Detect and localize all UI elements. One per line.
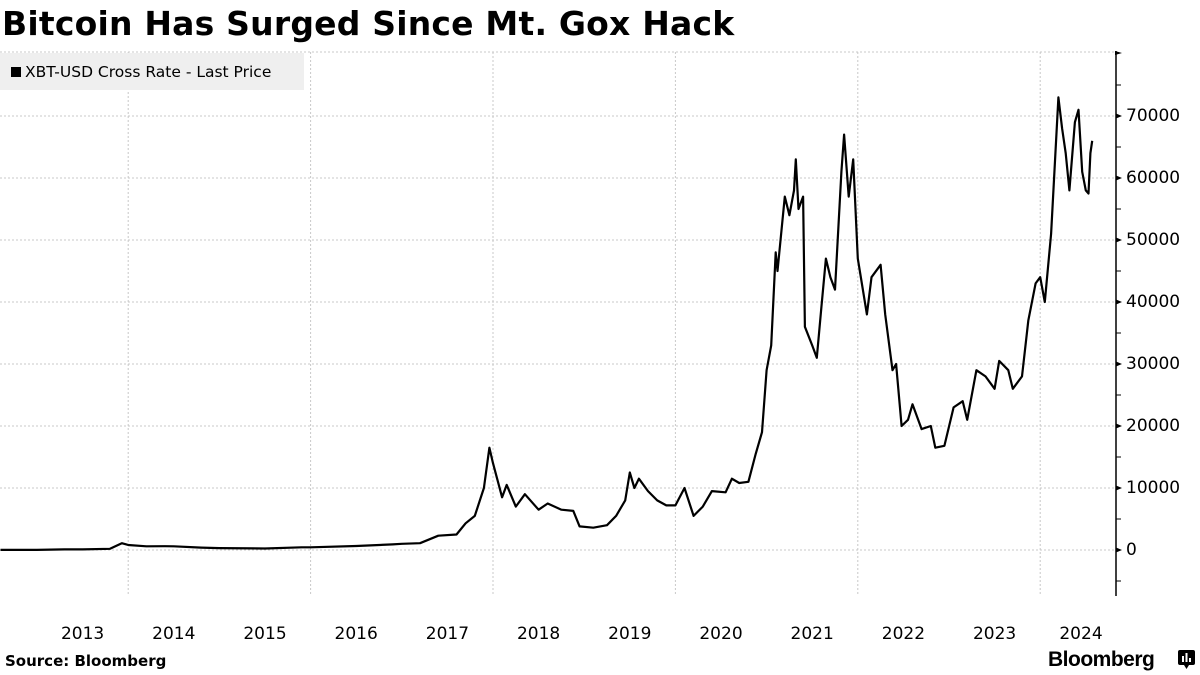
x-tick-label: 2014 bbox=[152, 624, 196, 644]
legend-label: XBT-USD Cross Rate - Last Price bbox=[25, 62, 272, 81]
y-axis bbox=[1115, 51, 1122, 596]
y-tick-label: 30000 bbox=[1126, 354, 1181, 374]
source-note: Source: Bloomberg bbox=[5, 652, 167, 670]
x-tick-label: 2018 bbox=[516, 624, 561, 644]
bloomberg-logo: Bloomberg bbox=[1048, 648, 1155, 671]
y-tick-label: 10000 bbox=[1126, 478, 1181, 498]
x-tick-label: 2022 bbox=[881, 624, 926, 644]
price-line bbox=[0, 96, 1094, 551]
y-tick-label: 50000 bbox=[1126, 230, 1181, 250]
y-tick-label: 70000 bbox=[1126, 106, 1181, 126]
x-tick-label: 2024 bbox=[1059, 624, 1103, 644]
y-tick-label: 60000 bbox=[1126, 168, 1181, 188]
chart-title: Bitcoin Has Surged Since Mt. Gox Hack bbox=[2, 4, 735, 43]
legend-swatch-icon bbox=[11, 66, 21, 77]
gridlines bbox=[0, 51, 1116, 595]
bloomberg-chart-icon bbox=[1178, 650, 1195, 669]
x-tick-label: 2021 bbox=[790, 624, 834, 644]
x-tick-label: 2017 bbox=[425, 624, 470, 644]
y-tick-label: 0 bbox=[1126, 540, 1137, 560]
x-tick-label: 2013 bbox=[60, 624, 105, 644]
x-tick-label: 2020 bbox=[699, 624, 743, 644]
x-tick-label: 2019 bbox=[608, 624, 652, 644]
x-tick-label: 2016 bbox=[334, 624, 378, 644]
x-tick-label: 2023 bbox=[972, 624, 1017, 644]
y-tick-label: 20000 bbox=[1126, 416, 1181, 436]
x-tick-label: 2015 bbox=[243, 624, 287, 644]
y-tick-label: 40000 bbox=[1126, 292, 1181, 312]
legend: XBT-USD Cross Rate - Last Price bbox=[0, 53, 304, 90]
